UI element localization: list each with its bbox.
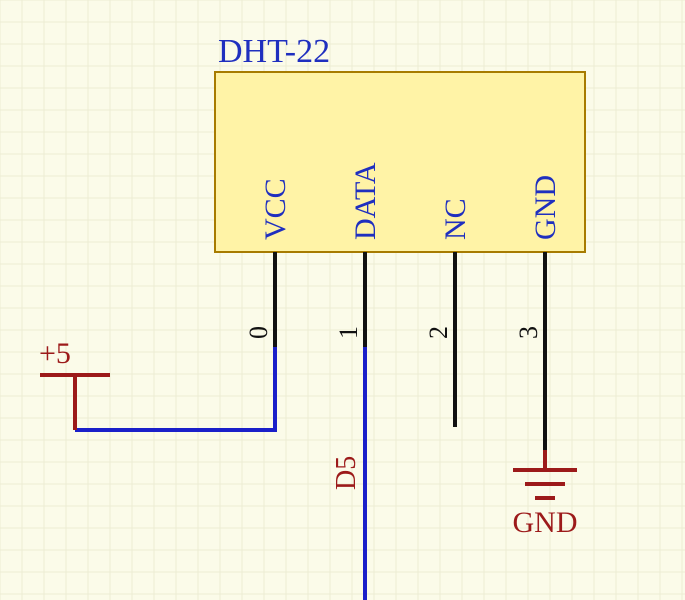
pin-number-3: 3 — [514, 326, 543, 339]
schematic-canvas: DHT-22 VCC 0 DATA 1 NC 2 GND 3 +5 D5 GND — [0, 0, 685, 600]
power-label: +5 — [39, 337, 71, 370]
ground-label: GND — [513, 506, 578, 539]
pin-number-1: 1 — [334, 326, 363, 339]
pin-name-nc: NC — [439, 198, 472, 240]
pin-number-2: 2 — [424, 326, 453, 339]
pin-number-0: 0 — [244, 326, 273, 339]
pin-name-gnd: GND — [529, 175, 562, 240]
component-designator: DHT-22 — [218, 33, 330, 70]
pin-name-vcc: VCC — [259, 178, 292, 240]
pin-name-data: DATA — [349, 162, 382, 240]
net-label-d5: D5 — [331, 456, 362, 490]
